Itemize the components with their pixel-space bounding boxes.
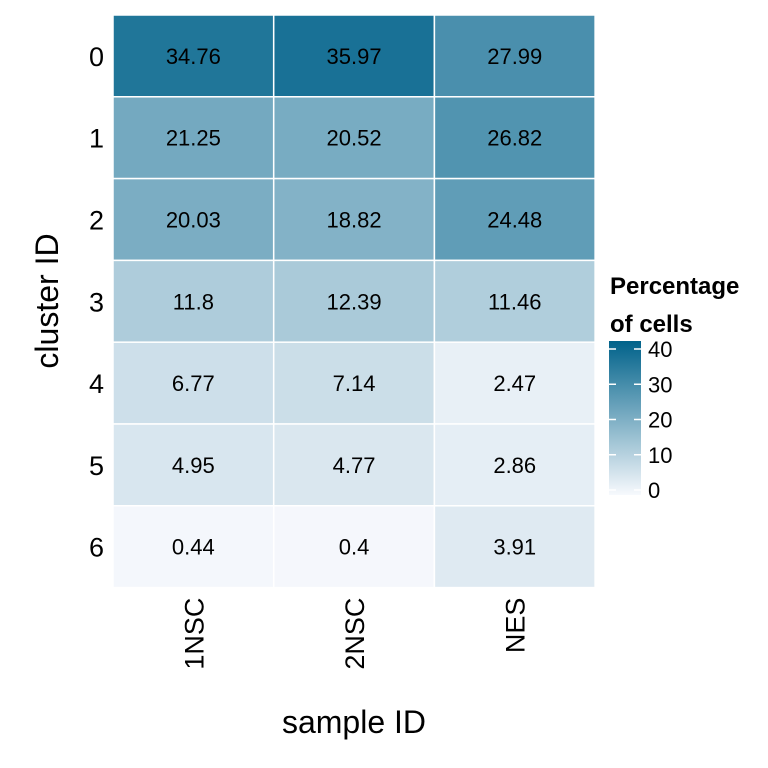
heatmap-cell [112,423,275,507]
x-axis-ticks: 1NSC 2NSC NES [179,598,530,670]
legend-tick-label: 20 [648,408,672,433]
heatmap-cell [272,341,436,425]
x-axis-title: sample ID [282,704,426,740]
cell-value-label: 6.77 [172,371,215,396]
cell-value-label: 0.4 [339,535,370,560]
cell-value-label: 0.44 [172,535,215,560]
legend-tick-label: 30 [648,372,672,397]
heatmap-cell [433,96,596,180]
cell-value-label: 4.77 [333,453,376,478]
x-tick-label: 2NSC [340,598,370,670]
y-tick-label: 0 [89,42,104,72]
heatmap-cell [112,14,275,98]
heatmap-cell [433,14,596,98]
heatmap-cell [272,505,436,589]
y-tick-label: 6 [89,533,104,563]
y-tick-label: 4 [89,369,104,399]
cell-value-label: 3.91 [493,535,536,560]
legend-ticks: 0 10 20 30 40 [609,337,672,503]
cell-value-label: 7.14 [333,371,376,396]
y-tick-label: 3 [89,287,104,317]
cell-value-label: 4.95 [172,453,215,478]
x-tick-label: NES [501,598,531,654]
y-axis-title: cluster ID [29,233,65,368]
legend-tick-label: 10 [648,443,672,468]
legend-colorbar [609,341,641,495]
y-axis-ticks: 0 1 2 3 4 5 6 [89,42,104,563]
cell-value-label: 26.82 [487,126,542,151]
heatmap-cell [272,96,436,180]
legend-title-line2: of cells [610,311,693,338]
heatmap-cell [112,96,275,180]
legend: Percentage of cells 0 10 20 30 40 [609,273,739,503]
cell-value-label: 24.48 [487,208,542,233]
cell-value-label: 27.99 [487,44,542,69]
cell-value-label: 21.25 [166,126,221,151]
x-tick-label: 1NSC [179,598,209,670]
legend-tick-label: 40 [648,337,672,362]
cell-value-label: 11.8 [173,289,214,314]
cell-value-label: 35.97 [327,44,382,69]
y-tick-label: 2 [89,206,104,236]
cell-value-label: 18.82 [327,208,382,233]
heatmap-cell [433,341,596,425]
heatmap-cell [112,505,275,589]
y-tick-label: 5 [89,451,104,481]
legend-title-line1: Percentage [610,273,739,300]
heatmap-cell [272,177,436,262]
heatmap-cell [433,505,596,589]
heatmap-cell [112,259,275,343]
y-tick-label: 1 [89,124,104,154]
cell-value-label: 20.52 [327,126,382,151]
cell-value-label: 11.46 [488,289,541,314]
cell-value-label: 20.03 [166,208,221,233]
heatmap-cells: 34.76 35.97 27.99 21.25 20.52 26.82 20.03 18.82… [112,14,596,589]
heatmap-cell [272,14,436,98]
heatmap-cell [433,423,596,507]
heatmap-cell [433,259,596,343]
cell-value-label: 2.47 [493,371,536,396]
cell-value-label: 12.39 [327,289,382,314]
cell-value-label: 2.86 [493,453,536,478]
cell-value-label: 34.76 [166,44,221,69]
heatmap-cell [272,423,436,507]
legend-tick-label: 0 [648,478,660,503]
